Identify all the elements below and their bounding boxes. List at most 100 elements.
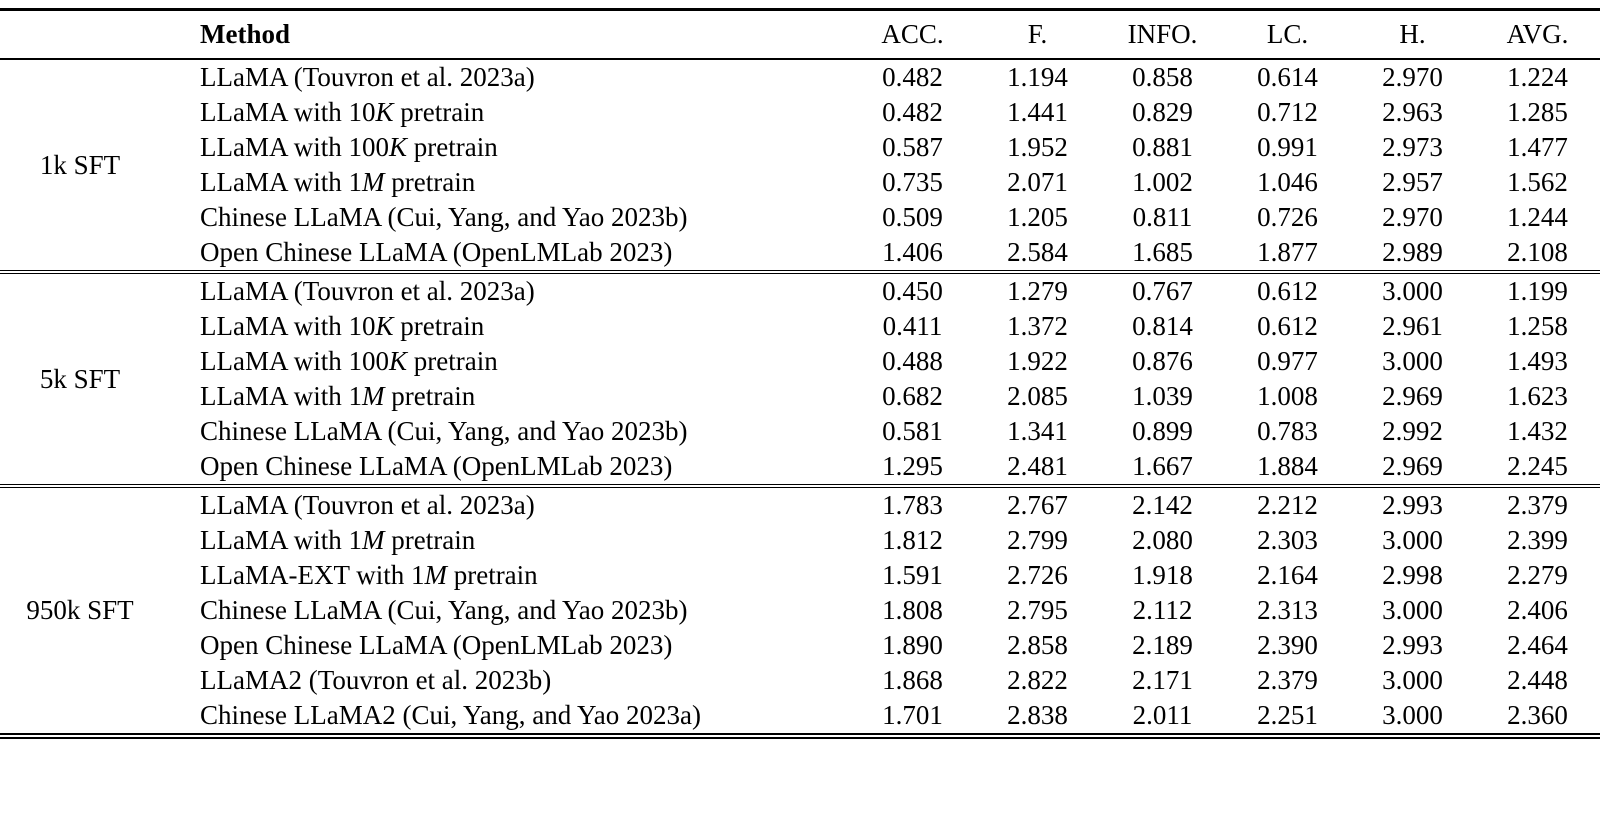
metric-value-cell: 1.441 xyxy=(1007,97,1068,127)
metric-value-cell: 0.899 xyxy=(1132,416,1193,446)
metric-value-cell: 2.993 xyxy=(1350,484,1475,523)
metric-value-cell: 2.993 xyxy=(1382,630,1443,660)
metric-value-cell: 2.171 xyxy=(1132,665,1193,695)
method-cell: LLaMA with 1M pretrain xyxy=(200,525,476,555)
method-cell: LLaMA with 10K pretrain xyxy=(200,97,485,127)
method-cell: LLaMA (Touvron et al. 2023a) xyxy=(160,270,850,309)
table-row: LLaMA2 (Touvron et al. 2023b) 1.868 2.822 2… xyxy=(0,663,1600,698)
metric-value-cell: 1.008 xyxy=(1257,381,1318,411)
metric-value-cell: 0.767 xyxy=(1100,270,1225,309)
group-label-cell: 5k SFT xyxy=(0,270,160,486)
metric-value-cell: 1.244 xyxy=(1507,202,1568,232)
method-cell: Open Chinese LLaMA (OpenLMLab 2023) xyxy=(200,630,673,660)
table-row: 5k SFT LLaMA (Touvron et al. 2023a) 0.450 1… xyxy=(0,270,1600,486)
metric-value-cell: 0.712 xyxy=(1257,97,1318,127)
metric-value-cell: 2.858 xyxy=(1007,630,1068,660)
column-header-f: F. xyxy=(975,9,1100,60)
metric-value-cell: 0.450 xyxy=(850,270,975,309)
metric-value-cell: 1.372 xyxy=(1007,311,1068,341)
metric-value-cell: 2.963 xyxy=(1382,97,1443,127)
metric-value-cell: 2.379 xyxy=(1475,484,1600,523)
metric-value-cell: 0.858 xyxy=(1132,62,1193,92)
metric-value-cell: 2.481 xyxy=(1007,451,1068,481)
metric-value-cell: 2.390 xyxy=(1257,630,1318,660)
metric-value-cell: 3.000 xyxy=(1382,700,1443,730)
metric-value-cell: 2.989 xyxy=(1382,237,1443,267)
metric-value-cell: 0.482 xyxy=(882,62,943,92)
group-label-cell: 950k SFT xyxy=(0,484,160,736)
metric-value-cell: 0.783 xyxy=(1257,416,1318,446)
metric-value-cell: 2.399 xyxy=(1507,525,1568,555)
metric-value-cell: 1.039 xyxy=(1132,381,1193,411)
method-cell: Chinese LLaMA (Cui, Yang, and Yao 2023b) xyxy=(200,416,688,446)
metric-value-cell: 1.341 xyxy=(1007,416,1068,446)
table-row: LLaMA with 100K pretrain 0.488 1.922 0.876 0… xyxy=(0,344,1600,379)
method-cell: LLaMA (Touvron et al. 2023a) xyxy=(160,484,850,523)
results-table: Method ACC. F. INFO. LC. H. AVG. 1k SFT LLaMA (… xyxy=(0,8,1600,739)
metric-value-cell: 0.814 xyxy=(1132,311,1193,341)
metric-value-cell: 2.973 xyxy=(1382,132,1443,162)
metric-value-cell: 0.991 xyxy=(1257,132,1318,162)
metric-value-cell: 1.002 xyxy=(1132,167,1193,197)
method-cell: LLaMA (Touvron et al. 2023a) xyxy=(200,62,535,92)
table-row: Chinese LLaMA (Cui, Yang, and Yao 2023b)… xyxy=(0,593,1600,628)
metric-value-cell: 0.612 xyxy=(1225,270,1350,309)
metric-value-cell: 2.303 xyxy=(1257,525,1318,555)
table-body: 1k SFT LLaMA (Touvron et al. 2023a) 0.482 1… xyxy=(0,59,1600,736)
metric-value-cell: 3.000 xyxy=(1350,270,1475,309)
metric-value-cell: 1.877 xyxy=(1257,237,1318,267)
metric-value-cell: 2.822 xyxy=(1007,665,1068,695)
table-row: Chinese LLaMA2 (Cui, Yang, and Yao 2023a… xyxy=(0,698,1600,736)
method-cell: Open Chinese LLaMA (OpenLMLab 2023) xyxy=(200,237,673,267)
metric-value-cell: 2.011 xyxy=(1132,700,1193,730)
metric-value-cell: 2.313 xyxy=(1257,595,1318,625)
metric-value-cell: 1.890 xyxy=(882,630,943,660)
metric-value-cell: 2.212 xyxy=(1225,484,1350,523)
metric-value-cell: 1.918 xyxy=(1132,560,1193,590)
header-row: Method ACC. F. INFO. LC. H. AVG. xyxy=(0,9,1600,60)
metric-value-cell: 0.482 xyxy=(882,97,943,127)
metric-value-cell: 0.614 xyxy=(1257,62,1318,92)
metric-value-cell: 3.000 xyxy=(1382,346,1443,376)
method-cell: LLaMA with 100K pretrain xyxy=(200,346,498,376)
metric-value-cell: 1.685 xyxy=(1132,237,1193,267)
column-header-group xyxy=(0,9,160,60)
metric-value-cell: 1.623 xyxy=(1507,381,1568,411)
table-row: LLaMA-EXT with 1M pretrain 1.591 2.726 1.91… xyxy=(0,558,1600,593)
metric-value-cell: 0.811 xyxy=(1132,202,1193,232)
metric-value-cell: 2.080 xyxy=(1132,525,1193,555)
table-row: LLaMA with 100K pretrain 0.587 1.952 0.881 0… xyxy=(0,130,1600,165)
metric-value-cell: 2.360 xyxy=(1507,700,1568,730)
metric-value-cell: 0.411 xyxy=(882,311,943,341)
group-label-cell: 1k SFT xyxy=(39,149,121,180)
metric-value-cell: 0.735 xyxy=(882,167,943,197)
metric-value-cell: 0.612 xyxy=(1257,311,1318,341)
method-cell: LLaMA with 100K pretrain xyxy=(200,132,498,162)
table-row: Open Chinese LLaMA (OpenLMLab 2023) 1.295… xyxy=(0,449,1600,486)
column-header-lc: LC. xyxy=(1225,9,1350,60)
metric-value-cell: 0.881 xyxy=(1132,132,1193,162)
table-row: Chinese LLaMA (Cui, Yang, and Yao 2023b)… xyxy=(0,200,1600,235)
metric-value-cell: 0.876 xyxy=(1132,346,1193,376)
method-cell: LLaMA-EXT with 1M pretrain xyxy=(200,560,538,590)
metric-value-cell: 1.432 xyxy=(1507,416,1568,446)
column-header-method: Method xyxy=(160,9,850,60)
metric-value-cell: 2.726 xyxy=(1007,560,1068,590)
metric-value-cell: 0.726 xyxy=(1257,202,1318,232)
metric-value-cell: 2.464 xyxy=(1507,630,1568,660)
table-row: LLaMA with 1M pretrain 0.682 2.085 1.039 1.0… xyxy=(0,379,1600,414)
metric-value-cell: 1.046 xyxy=(1257,167,1318,197)
metric-value-cell: 1.199 xyxy=(1475,270,1600,309)
metric-value-cell: 2.969 xyxy=(1382,451,1443,481)
metric-value-cell: 1.868 xyxy=(882,665,943,695)
table-header: Method ACC. F. INFO. LC. H. AVG. xyxy=(0,9,1600,60)
metric-value-cell: 2.799 xyxy=(1007,525,1068,555)
metric-value-cell: 0.488 xyxy=(882,346,943,376)
method-cell: Open Chinese LLaMA (OpenLMLab 2023) xyxy=(200,451,673,481)
metric-value-cell: 1.922 xyxy=(1007,346,1068,376)
metric-value-cell: 2.838 xyxy=(1007,700,1068,730)
table-row: Open Chinese LLaMA (OpenLMLab 2023) 1.406… xyxy=(0,235,1600,272)
column-header-info: INFO. xyxy=(1100,9,1225,60)
metric-value-cell: 2.189 xyxy=(1132,630,1193,660)
method-cell: LLaMA with 1M pretrain xyxy=(200,167,476,197)
